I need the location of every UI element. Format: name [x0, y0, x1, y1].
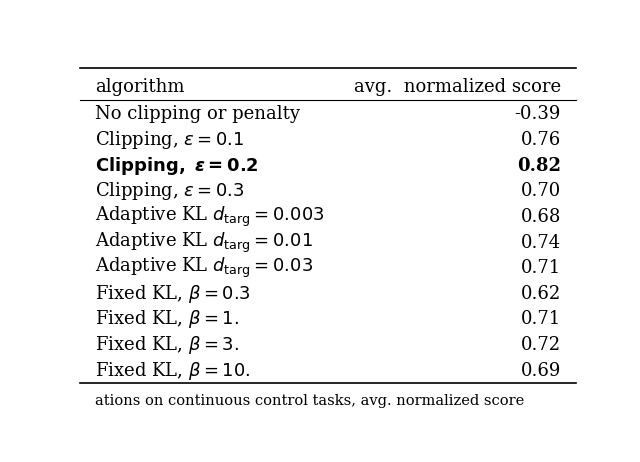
Text: 0.69: 0.69 [521, 362, 561, 380]
Text: 0.68: 0.68 [521, 208, 561, 226]
Text: -0.39: -0.39 [515, 105, 561, 123]
Text: 0.76: 0.76 [521, 131, 561, 149]
Text: Adaptive KL $d_{\mathrm{targ}} = 0.01$: Adaptive KL $d_{\mathrm{targ}} = 0.01$ [95, 231, 313, 255]
Text: Fixed KL, $\beta = 1.$: Fixed KL, $\beta = 1.$ [95, 309, 239, 330]
Text: Fixed KL, $\beta = 0.3$: Fixed KL, $\beta = 0.3$ [95, 283, 251, 305]
Text: avg.  normalized score: avg. normalized score [354, 79, 561, 97]
Text: Adaptive KL $d_{\mathrm{targ}} = 0.003$: Adaptive KL $d_{\mathrm{targ}} = 0.003$ [95, 205, 324, 229]
Text: algorithm: algorithm [95, 79, 184, 97]
Text: 0.62: 0.62 [521, 285, 561, 303]
Text: 0.70: 0.70 [521, 182, 561, 201]
Text: 0.82: 0.82 [517, 157, 561, 175]
Text: 0.72: 0.72 [521, 336, 561, 354]
Text: Fixed KL, $\beta = 3.$: Fixed KL, $\beta = 3.$ [95, 334, 239, 356]
Text: 0.71: 0.71 [521, 310, 561, 328]
Text: ations on continuous control tasks, avg. normalized score: ations on continuous control tasks, avg.… [95, 394, 524, 408]
Text: Adaptive KL $d_{\mathrm{targ}} = 0.03$: Adaptive KL $d_{\mathrm{targ}} = 0.03$ [95, 256, 313, 280]
Text: Clipping, $\epsilon = 0.3$: Clipping, $\epsilon = 0.3$ [95, 180, 244, 202]
Text: 0.74: 0.74 [521, 234, 561, 252]
Text: Fixed KL, $\beta = 10.$: Fixed KL, $\beta = 10.$ [95, 359, 250, 382]
Text: $\mathbf{Clipping,}\ \boldsymbol{\epsilon = 0.2}$: $\mathbf{Clipping,}\ \boldsymbol{\epsilo… [95, 155, 258, 177]
Text: No clipping or penalty: No clipping or penalty [95, 105, 300, 123]
Text: 0.71: 0.71 [521, 259, 561, 277]
Text: Clipping, $\epsilon = 0.1$: Clipping, $\epsilon = 0.1$ [95, 129, 244, 151]
